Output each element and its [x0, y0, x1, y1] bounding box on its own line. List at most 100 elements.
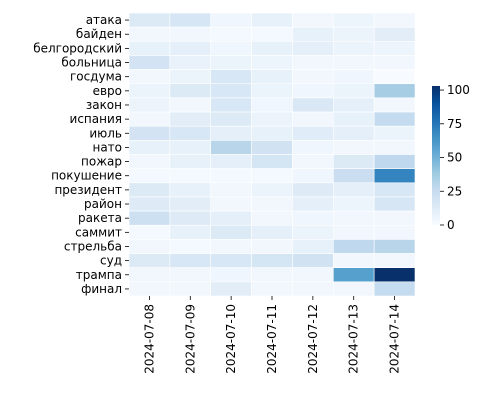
heatmap-cell — [169, 196, 212, 212]
heatmap-cell — [373, 154, 416, 169]
heatmap-cell — [169, 26, 212, 42]
heatmap-cell — [210, 55, 252, 70]
y-tick-label: пожар — [81, 155, 122, 169]
colorbar: 0 25 50 75 100 — [432, 83, 470, 232]
y-tick-label: саммит — [75, 225, 122, 239]
heatmap-cell — [169, 69, 212, 85]
heatmap-cell — [373, 168, 416, 184]
heatmap-cell — [169, 224, 212, 240]
heatmap-cell — [373, 12, 416, 28]
heatmap-cell — [169, 281, 212, 297]
heatmap-cell — [373, 97, 416, 113]
heatmap-cell — [251, 111, 293, 127]
heatmap-cell — [292, 83, 334, 99]
heatmap-cell — [251, 26, 293, 42]
heatmap-cell — [210, 40, 252, 56]
y-tick-label: нато — [92, 140, 122, 154]
heatmap-cell — [210, 154, 252, 169]
heatmap-cell — [373, 281, 416, 297]
heatmap-cell — [169, 182, 212, 198]
heatmap-cell — [292, 111, 334, 127]
heatmap-cell — [128, 97, 171, 113]
heatmap-cell — [373, 182, 416, 198]
heatmap-cell — [251, 168, 293, 184]
heatmap-cell — [128, 69, 171, 85]
heatmap-cell — [251, 97, 293, 113]
heatmap-cell — [128, 111, 171, 127]
heatmap-cell — [332, 253, 375, 269]
heatmap-cell — [332, 154, 375, 169]
heatmap-cell — [292, 26, 334, 42]
heatmap-cell — [210, 267, 252, 283]
heatmap-cell — [292, 69, 334, 85]
y-tick-label: атака — [86, 13, 122, 27]
heatmap-cell — [169, 140, 212, 155]
heatmap-cell — [251, 55, 293, 70]
heatmap-cell — [210, 224, 252, 240]
y-axis-ticks: атакабайденбелгородскийбольницагосдумаев… — [33, 13, 129, 296]
heatmap-cell — [128, 140, 171, 155]
colorbar-tick-label: 100 — [447, 83, 470, 97]
heatmap-cell — [169, 83, 212, 99]
heatmap-cell — [292, 154, 334, 169]
heatmap-cell — [169, 40, 212, 56]
heatmap-cell — [373, 267, 416, 283]
heatmap-cell — [292, 239, 334, 254]
y-tick-label: евро — [93, 84, 122, 98]
heatmap-cell — [332, 125, 375, 141]
heatmap-cell — [332, 111, 375, 127]
x-tick-label: 2024-07-11 — [265, 304, 279, 374]
heatmap-cell — [373, 196, 416, 212]
heatmap-cell — [251, 281, 293, 297]
heatmap-cell — [128, 154, 171, 169]
heatmap-cell — [169, 210, 212, 226]
heatmap-cell — [128, 253, 171, 269]
y-tick-label: закон — [86, 98, 122, 112]
colorbar-tick-label: 75 — [447, 117, 462, 131]
heatmap-cell — [210, 83, 252, 99]
heatmap-cell — [292, 40, 334, 56]
heatmap-cell — [210, 281, 252, 297]
heatmap-cell — [373, 55, 416, 70]
heatmap-cell — [210, 182, 252, 198]
x-tick-label: 2024-07-12 — [306, 304, 320, 374]
colorbar-tick-label: 50 — [447, 151, 462, 165]
heatmap-cell — [210, 140, 252, 155]
heatmap-cell — [210, 97, 252, 113]
y-tick-label: ракета — [78, 211, 122, 225]
heatmap-cell — [251, 140, 293, 155]
heatmap-cell — [251, 12, 293, 28]
heatmap-cell — [292, 55, 334, 70]
heatmap-cell — [128, 196, 171, 212]
x-tick-label: 2024-07-13 — [347, 304, 361, 374]
heatmap-cell — [292, 196, 334, 212]
heatmap-cell — [332, 12, 375, 28]
heatmap-cell — [169, 154, 212, 169]
heatmap-cell — [210, 111, 252, 127]
heatmap-cell — [292, 210, 334, 226]
x-axis-ticks: 2024-07-08 2024-07-09 2024-07-10 2024-07-11… — [142, 296, 402, 374]
heatmap-cell — [251, 125, 293, 141]
heatmap-cell — [292, 12, 334, 28]
heatmap-cell — [332, 55, 375, 70]
heatmap-cell — [169, 168, 212, 184]
y-tick-label: президент — [54, 183, 122, 197]
heatmap-cell — [292, 224, 334, 240]
heatmap-cell — [128, 224, 171, 240]
heatmap-cell — [169, 97, 212, 113]
heatmap-cell — [251, 196, 293, 212]
heatmap-cell — [292, 267, 334, 283]
heatmap-cell — [292, 253, 334, 269]
heatmap-cell — [292, 97, 334, 113]
heatmap-cell — [210, 69, 252, 85]
heatmap-cell — [128, 182, 171, 198]
heatmap-cell — [332, 196, 375, 212]
x-tick-label: 2024-07-08 — [142, 304, 156, 374]
y-tick-label: байден — [76, 27, 122, 41]
heatmap-cell — [292, 168, 334, 184]
heatmap-cell — [373, 224, 416, 240]
heatmap-cell — [292, 182, 334, 198]
heatmap-cell — [169, 111, 212, 127]
colorbar-gradient — [432, 86, 440, 225]
heatmap-cell — [332, 281, 375, 297]
